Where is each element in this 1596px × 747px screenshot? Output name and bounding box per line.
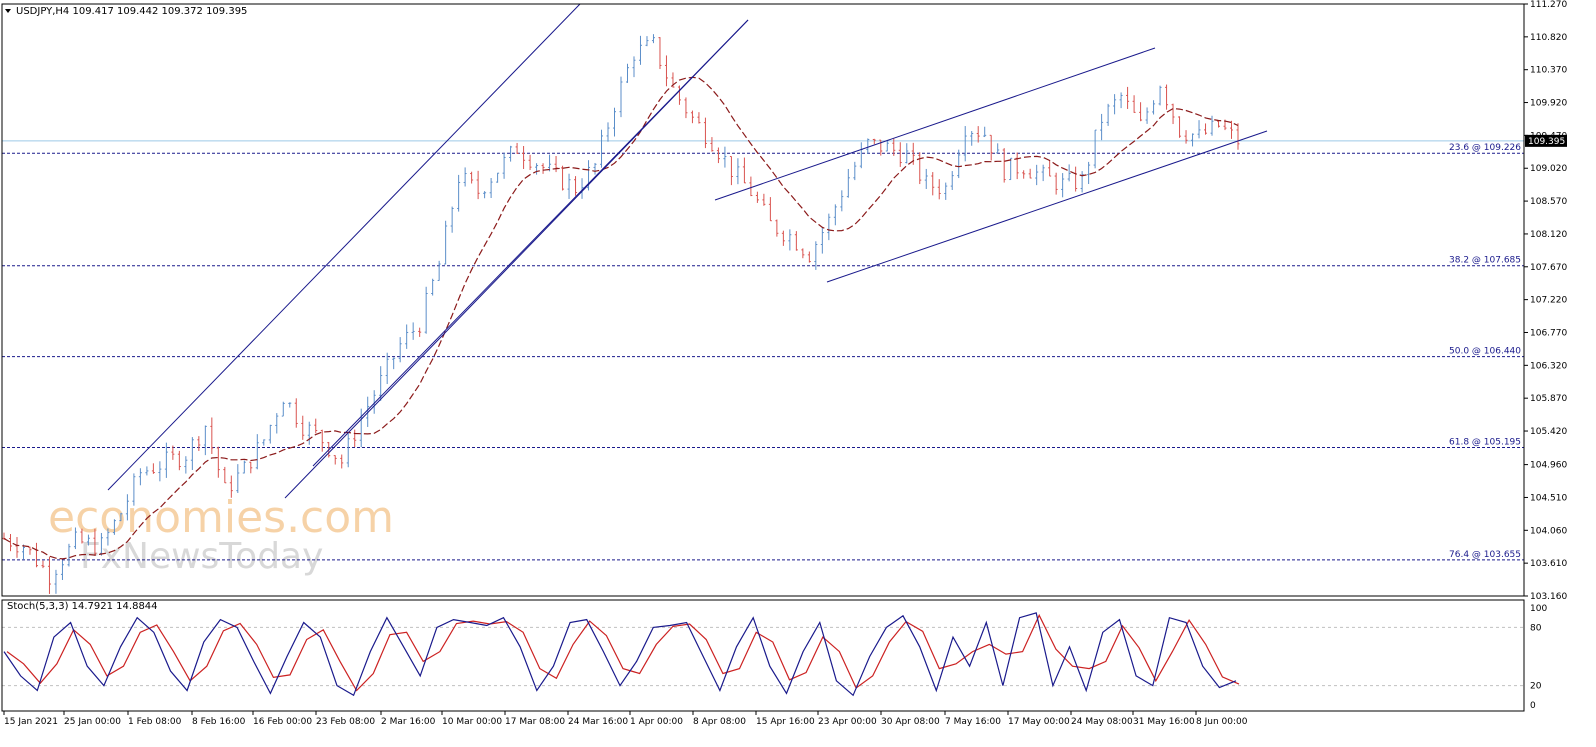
fib-level-label: 50.0 @ 106.440 <box>1449 347 1521 357</box>
stoch-signal-line <box>6 613 1240 692</box>
watermark-brand: economies.com <box>48 492 394 543</box>
x-tick-label: 17 May 00:00 <box>1008 717 1070 727</box>
y-tick-label: 107.220 <box>1530 296 1567 306</box>
y-tick-label: 110.820 <box>1530 33 1567 43</box>
x-tick-label: 24 Mar 16:00 <box>568 717 628 727</box>
x-tick-label: 1 Feb 08:00 <box>128 717 182 727</box>
x-tick-label: 2 Mar 16:00 <box>381 717 436 727</box>
channel-trendline <box>826 130 1268 283</box>
y-tick-label: 103.610 <box>1530 559 1567 569</box>
x-tick-label: 10 Mar 00:00 <box>442 717 502 727</box>
stochastic-plot <box>2 612 1524 697</box>
fib-level-label: 38.2 @ 107.685 <box>1449 256 1521 266</box>
channel-trendline <box>714 47 1156 201</box>
x-tick-label: 8 Feb 16:00 <box>192 717 246 727</box>
x-tick-label: 31 May 16:00 <box>1133 717 1195 727</box>
fib-level-label: 23.6 @ 109.226 <box>1449 143 1521 153</box>
y-tick-label: 104.960 <box>1530 461 1567 471</box>
stoch-level-label: 20 <box>1530 682 1542 692</box>
axes: 111.270110.820110.370109.920109.470109.0… <box>1 0 1567 727</box>
channel-trendline <box>312 19 749 467</box>
watermark: economies.com FxNewsToday <box>48 492 394 577</box>
x-tick-label: 24 May 08:00 <box>1071 717 1133 727</box>
x-tick-label: 16 Feb 00:00 <box>253 717 312 727</box>
current-price-label: 109.395 <box>1528 137 1565 147</box>
y-tick-label: 111.270 <box>1530 0 1567 10</box>
fib-level-label: 76.4 @ 103.655 <box>1449 550 1521 560</box>
x-tick-label: 25 Jan 00:00 <box>64 717 121 727</box>
x-tick-label: 1 Apr 00:00 <box>630 717 683 727</box>
x-tick-label: 8 Jun 00:00 <box>1196 717 1248 727</box>
x-tick-label: 15 Jan 2021 <box>4 717 58 727</box>
x-tick-label: 17 Mar 08:00 <box>505 717 565 727</box>
stoch-level-label: 0 <box>1530 701 1536 711</box>
y-tick-label: 103.160 <box>1530 592 1567 602</box>
channel-trendline <box>107 3 581 491</box>
y-tick-label: 105.420 <box>1530 427 1567 437</box>
x-tick-label: 30 Apr 08:00 <box>881 717 940 727</box>
x-tick-label: 7 May 16:00 <box>945 717 1001 727</box>
y-tick-label: 110.370 <box>1530 66 1567 76</box>
watermark-subbrand: FxNewsToday <box>80 536 323 577</box>
moving-average-line <box>3 76 1239 560</box>
y-tick-label: 106.320 <box>1530 361 1567 371</box>
stoch-level-label: 80 <box>1530 623 1542 633</box>
fib-level-label: 61.8 @ 105.195 <box>1449 437 1521 447</box>
header-dropdown-icon[interactable] <box>5 9 11 13</box>
x-tick-label: 23 Apr 00:00 <box>818 717 877 727</box>
chart-header-stochastic: Stoch(5,3,3) 14.7921 14.8844 <box>7 601 158 612</box>
y-tick-label: 109.020 <box>1530 164 1567 174</box>
x-tick-label: 23 Feb 08:00 <box>316 717 375 727</box>
chart-header-symbol: USDJPY,H4 109.417 109.442 109.372 109.39… <box>16 6 247 17</box>
y-tick-label: 108.570 <box>1530 197 1567 207</box>
stoch-main-line <box>3 612 1237 697</box>
y-tick-label: 107.670 <box>1530 263 1567 273</box>
y-tick-label: 104.060 <box>1530 526 1567 536</box>
stoch-plot-frame <box>1 599 1525 712</box>
y-tick-label: 106.770 <box>1530 328 1567 338</box>
x-tick-label: 8 Apr 08:00 <box>693 717 746 727</box>
y-tick-label: 104.510 <box>1530 493 1567 503</box>
x-tick-label: 15 Apr 16:00 <box>756 717 815 727</box>
y-tick-label: 108.120 <box>1530 230 1567 240</box>
y-tick-label: 109.920 <box>1530 99 1567 109</box>
stoch-level-label: 100 <box>1530 604 1547 614</box>
current-price-box <box>1525 134 1567 147</box>
y-tick-label: 105.870 <box>1530 394 1567 404</box>
main-price-plot: 23.6 @ 109.226 38.2 @ 107.685 50.0 @ 106.4… <box>2 3 1524 594</box>
